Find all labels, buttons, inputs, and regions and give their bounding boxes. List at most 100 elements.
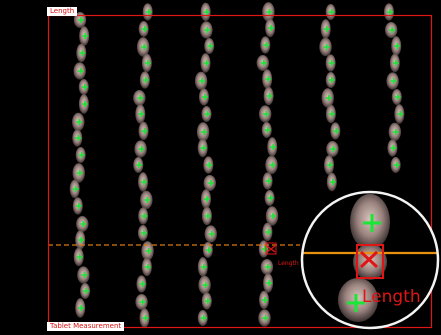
green-cross-icon [79, 50, 86, 56]
green-cross-icon [266, 93, 273, 99]
green-cross-icon [204, 27, 211, 33]
green-cross-icon [392, 60, 399, 66]
green-cross-icon [208, 231, 215, 237]
green-cross-icon [265, 76, 272, 82]
green-cross-icon [139, 281, 146, 287]
green-cross-icon [200, 264, 207, 270]
green-cross-icon [141, 128, 148, 134]
green-cross-icon [204, 111, 211, 117]
green-cross-icon [81, 272, 88, 278]
green-cross-icon [81, 101, 88, 107]
green-cross-icon [145, 9, 152, 15]
green-cross-icon [141, 44, 148, 50]
green-cross-icon [394, 43, 401, 49]
red-x-icon [359, 250, 379, 269]
green-cross-icon [80, 221, 87, 227]
green-cross-icon [203, 196, 210, 202]
green-cross-icon [386, 9, 393, 15]
green-cross-icon [78, 17, 84, 23]
zoom-length-label: Length [362, 287, 421, 307]
green-cross-icon [145, 248, 152, 254]
selected-grain-marker[interactable]: Length [265, 242, 299, 267]
green-cross-icon [328, 60, 335, 66]
green-cross-icon [75, 203, 82, 209]
green-cross-icon [144, 60, 151, 66]
green-cross-icon [137, 95, 144, 101]
green-cross-icon [363, 214, 381, 232]
green-cross-icon [141, 179, 148, 185]
green-cross-icon [81, 84, 88, 90]
centroid-markers [72, 9, 404, 321]
green-cross-icon [269, 162, 276, 168]
green-cross-icon [330, 146, 337, 152]
green-cross-icon [76, 119, 83, 125]
green-cross-icon [144, 197, 151, 203]
green-cross-icon [82, 33, 89, 39]
green-cross-icon [142, 315, 149, 321]
green-cross-icon [267, 195, 274, 201]
green-cross-icon [203, 60, 210, 66]
green-cross-icon [266, 9, 273, 15]
green-cross-icon [265, 229, 272, 235]
red-x-icon [266, 245, 276, 253]
green-cross-icon [323, 26, 330, 32]
green-cross-icon [204, 298, 211, 304]
green-cross-icon [142, 77, 149, 83]
green-cross-icon [262, 297, 269, 303]
green-cross-icon [203, 9, 210, 15]
green-cross-icon [138, 111, 145, 117]
green-cross-icon [264, 264, 271, 270]
green-cross-icon [328, 9, 335, 15]
green-cross-icon [270, 144, 277, 150]
green-cross-icon [202, 282, 209, 288]
green-cross-icon [200, 315, 207, 321]
green-cross-icon [325, 95, 332, 101]
green-cross-icon [75, 135, 82, 141]
green-cross-icon [207, 43, 214, 49]
green-cross-icon [393, 162, 400, 168]
green-cross-icon [333, 128, 340, 134]
green-cross-icon [201, 94, 208, 100]
green-cross-icon [328, 111, 335, 117]
green-cross-icon [329, 179, 336, 185]
green-cross-icon [83, 288, 90, 294]
green-cross-icon [265, 178, 272, 184]
green-cross-icon [270, 213, 277, 219]
green-cross-icon [139, 299, 146, 305]
green-cross-icon [78, 305, 85, 311]
zoom-ring [300, 190, 440, 330]
green-cross-icon [347, 294, 365, 312]
green-cross-icon [328, 77, 335, 83]
green-cross-icon [78, 237, 85, 243]
green-cross-icon [72, 186, 79, 192]
green-cross-icon [323, 44, 330, 50]
green-cross-icon [199, 78, 206, 84]
green-cross-icon [141, 213, 148, 219]
green-cross-icon [77, 68, 84, 74]
green-cross-icon [390, 145, 397, 151]
green-cross-icon [141, 26, 148, 32]
green-cross-icon [204, 213, 211, 219]
green-cross-icon [266, 280, 273, 286]
green-cross-icon [144, 264, 151, 270]
green-cross-icon [389, 27, 396, 33]
green-cross-icon [200, 145, 207, 151]
green-cross-icon [263, 42, 270, 48]
selection-box [265, 242, 277, 255]
zoom-magnifier[interactable]: Length [300, 190, 440, 330]
green-cross-icon [207, 180, 214, 186]
green-cross-icon [327, 162, 334, 168]
green-cross-icon [76, 170, 83, 176]
green-cross-icon [397, 111, 404, 117]
green-cross-icon [201, 129, 208, 135]
zoom-grain [338, 278, 378, 322]
green-cross-icon [138, 146, 145, 152]
green-cross-icon [206, 162, 213, 168]
roi-rectangle[interactable] [47, 14, 433, 329]
green-cross-icon [261, 246, 268, 252]
green-cross-icon [260, 60, 267, 66]
green-cross-icon [140, 230, 147, 236]
green-cross-icon [78, 152, 85, 158]
green-cross-icon [263, 111, 270, 117]
